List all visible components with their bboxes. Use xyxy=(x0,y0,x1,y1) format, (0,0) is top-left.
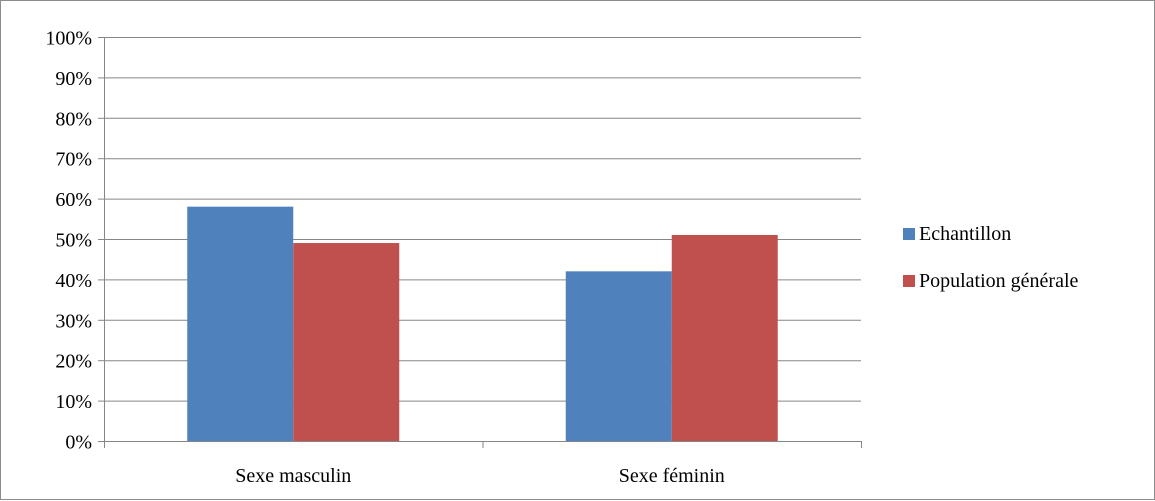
x-tick-label: Sexe masculin xyxy=(235,465,351,487)
y-tick-label: 10% xyxy=(55,391,92,413)
y-tick-label: 40% xyxy=(55,270,92,292)
y-tick-label: 50% xyxy=(55,230,92,252)
bar xyxy=(565,271,672,441)
bars xyxy=(187,206,778,441)
x-tick-label: Sexe féminin xyxy=(619,465,725,487)
legend: Echantillon Population générale xyxy=(903,223,1079,292)
y-tick-label: 90% xyxy=(55,68,92,90)
bar xyxy=(293,243,400,441)
y-tick-label: 80% xyxy=(55,108,92,130)
bar xyxy=(187,206,294,441)
y-axis-tick-labels: 0% 10% 20% 30% 40% 50% 60% 70% 80% 90% 100% xyxy=(45,28,92,454)
y-tick-label: 100% xyxy=(45,28,92,50)
y-tick-label: 20% xyxy=(55,351,92,373)
legend-swatch xyxy=(903,228,915,240)
bar xyxy=(671,234,778,441)
y-tick-label: 60% xyxy=(55,189,92,211)
y-tick-label: 70% xyxy=(55,149,92,171)
y-tick-label: 30% xyxy=(55,310,92,332)
y-tick-label: 0% xyxy=(65,432,92,454)
legend-label: Echantillon xyxy=(919,223,1011,245)
legend-label: Population générale xyxy=(919,270,1079,292)
x-axis-tick-labels: Sexe masculin Sexe féminin xyxy=(235,465,725,487)
legend-swatch xyxy=(903,275,915,287)
axes xyxy=(98,37,862,448)
